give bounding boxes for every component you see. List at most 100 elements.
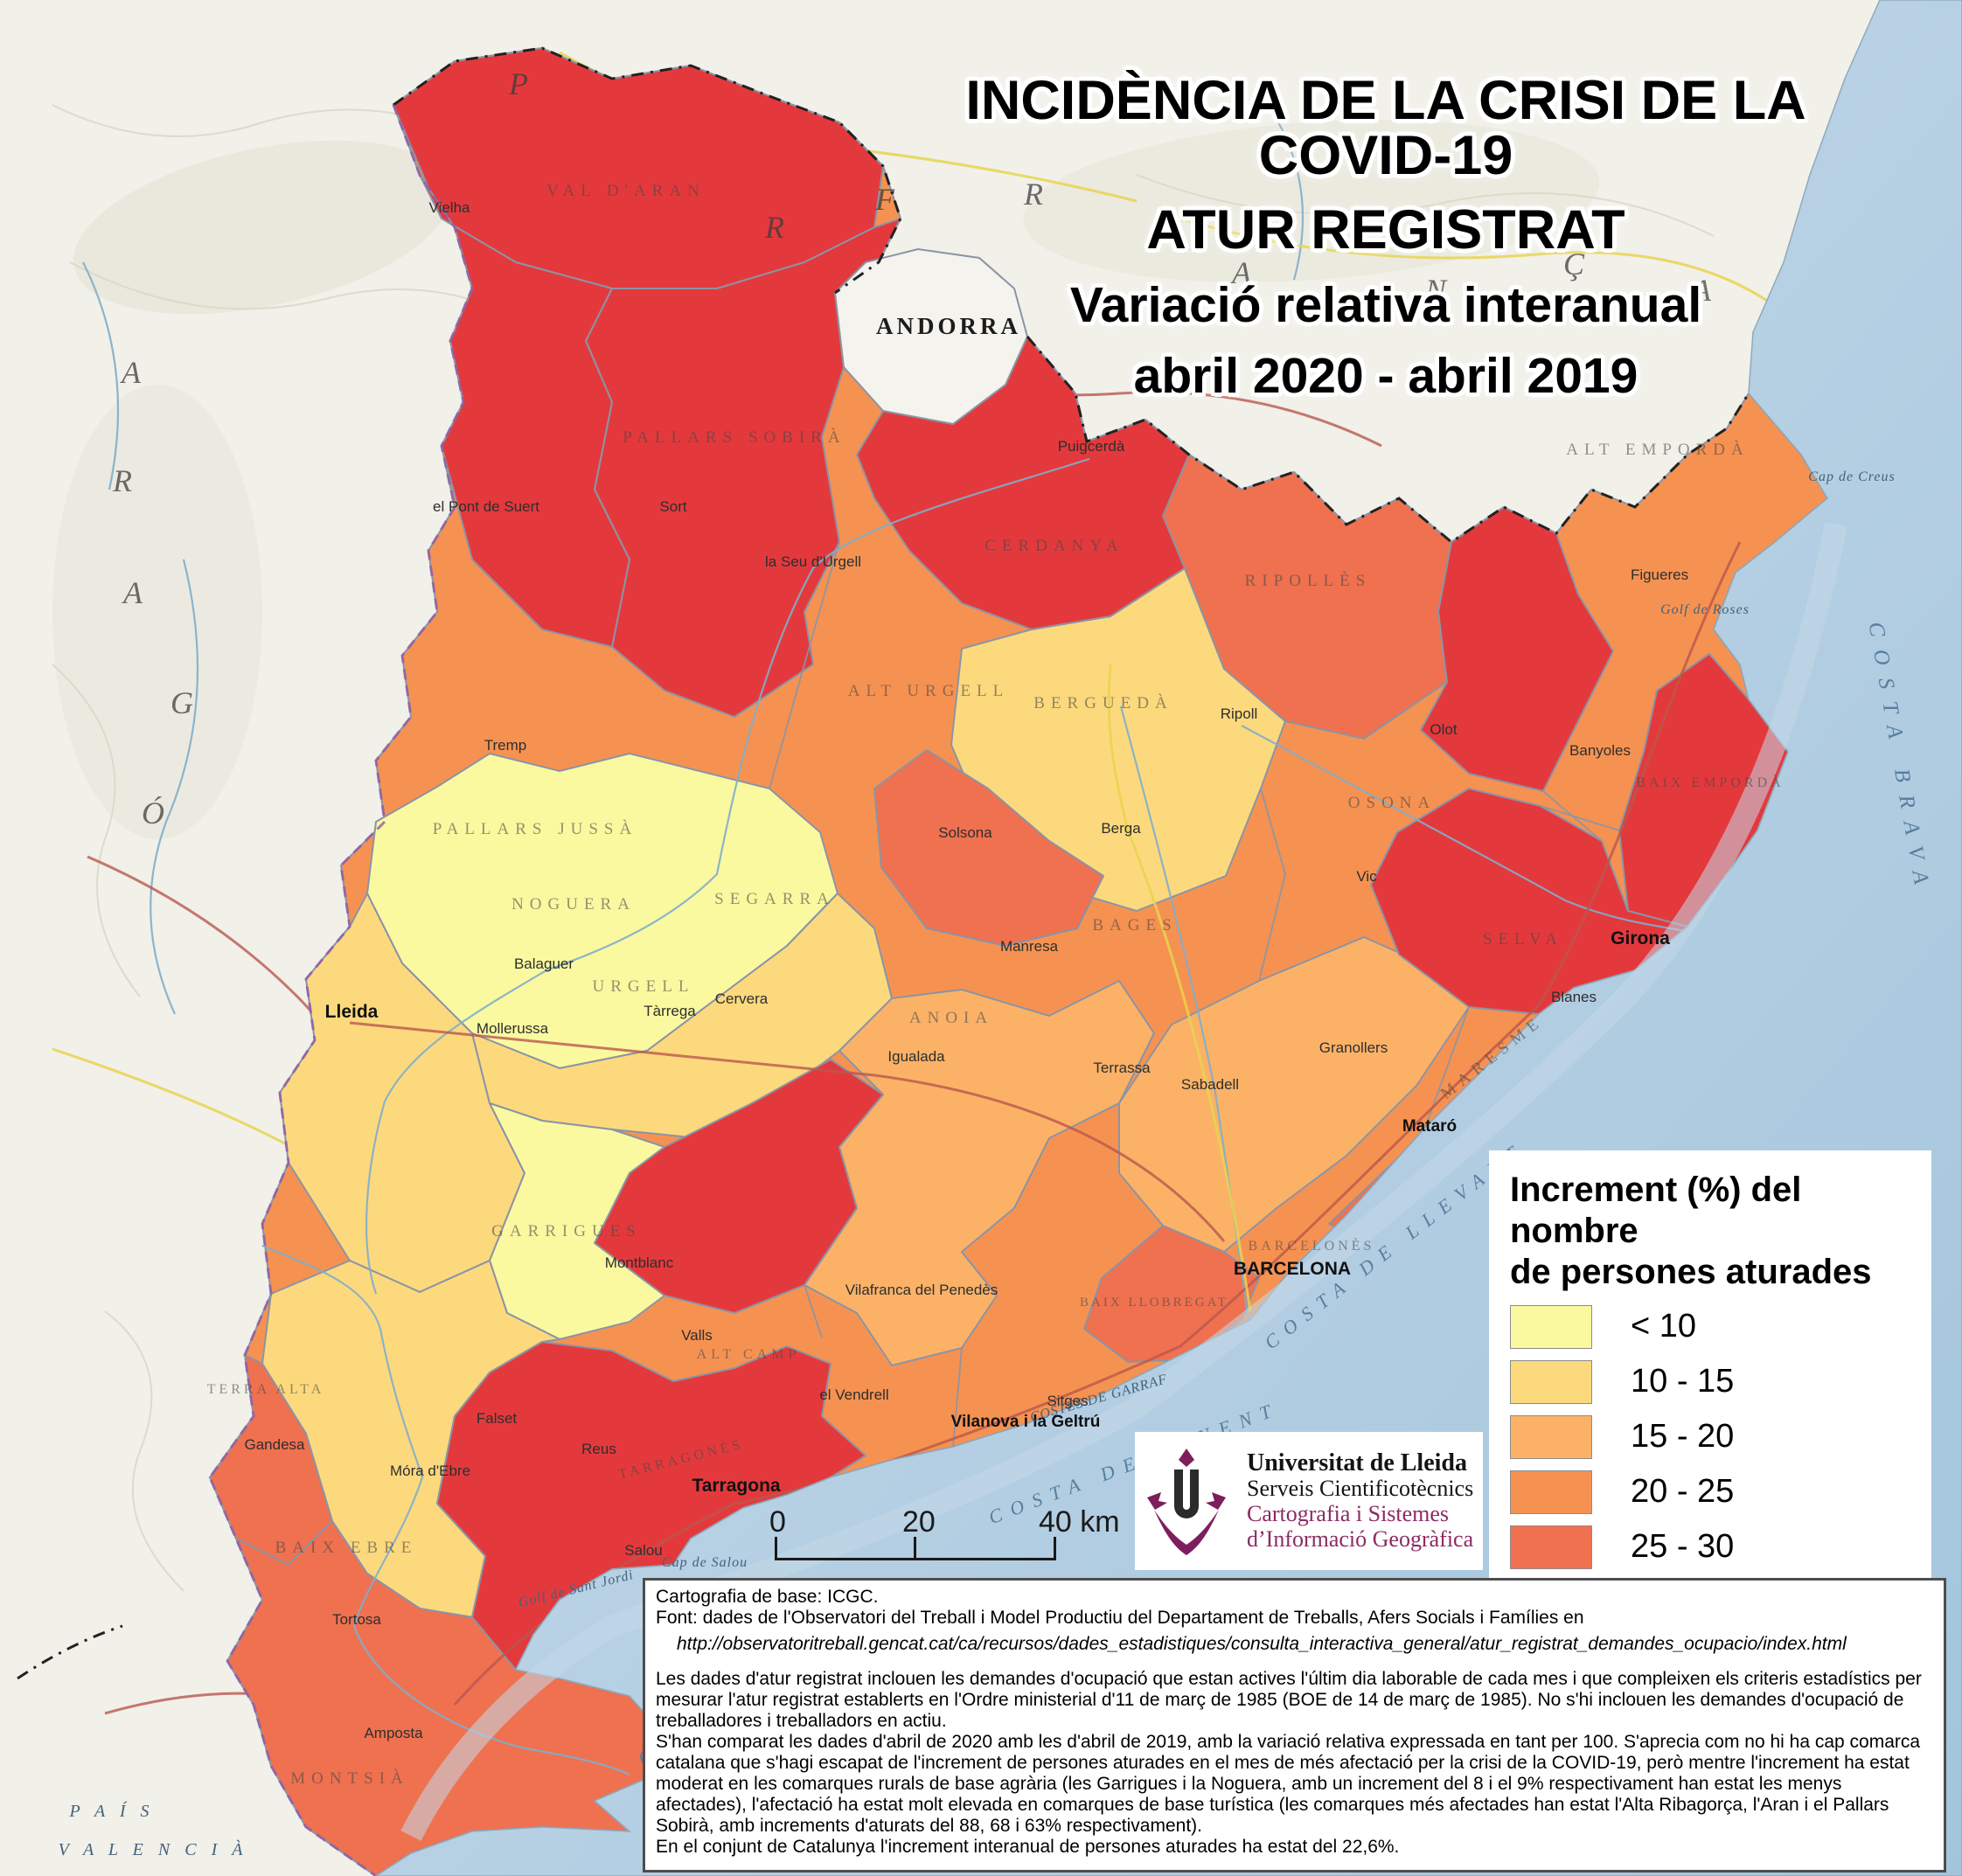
map-label: BERGUEDÀ bbox=[1033, 693, 1172, 712]
map-label: Tremp bbox=[484, 737, 527, 754]
map-label: Cervera bbox=[715, 990, 769, 1007]
scale-label-0: 0 bbox=[769, 1505, 786, 1539]
map-label: Tàrrega bbox=[644, 1003, 696, 1019]
credits-box: Universitat de Lleida Serveis Cientifico… bbox=[1135, 1432, 1483, 1570]
map-label: Amposta bbox=[364, 1725, 423, 1741]
map-label: Mollerussa bbox=[477, 1020, 549, 1037]
map-label: A bbox=[120, 355, 142, 390]
legend-item: 15 - 20 bbox=[1510, 1414, 1923, 1459]
legend-item: 10 - 15 bbox=[1510, 1359, 1923, 1404]
footer-paragraph-1: Les dades d'atur registrat inclouen les … bbox=[656, 1669, 1922, 1731]
legend-swatch bbox=[1510, 1304, 1592, 1349]
map-label: Montblanc bbox=[605, 1254, 674, 1271]
map-label: N bbox=[1424, 273, 1448, 308]
footer-notes: Cartografia de base: ICGC. Font: dades d… bbox=[643, 1578, 1946, 1873]
credits-unit-line-1: Cartografia i Sistemes bbox=[1247, 1501, 1450, 1526]
legend-item: 25 - 30 bbox=[1510, 1525, 1923, 1569]
map-label: Olot bbox=[1430, 721, 1457, 738]
map-label: Falset bbox=[477, 1410, 518, 1427]
map-label: R bbox=[1023, 177, 1043, 212]
sea-depth-contour bbox=[400, 522, 1847, 1841]
map-label: ALT CAMP bbox=[697, 1347, 801, 1362]
map-label: RIPOLLÈS bbox=[1245, 571, 1372, 590]
map-label: Salou bbox=[624, 1542, 662, 1559]
map-label: Berga bbox=[1101, 820, 1141, 837]
map-label: Tarragona bbox=[692, 1476, 780, 1496]
legend-swatch bbox=[1510, 1414, 1592, 1459]
map-label: Valls bbox=[681, 1327, 713, 1344]
map-label: BAIX EBRE bbox=[275, 1539, 418, 1557]
title-line-2: ATUR REGISTRAT bbox=[1146, 199, 1625, 261]
map-label: Balaguer bbox=[514, 955, 574, 972]
map-label: Cap de Creus bbox=[1808, 469, 1895, 484]
footer-paragraph-2: S'han comparat les dades d'abril de 2020… bbox=[656, 1732, 1921, 1836]
title-line-4: abril 2020 - abril 2019 bbox=[1133, 348, 1638, 404]
map-label: URGELL bbox=[593, 977, 695, 996]
comarca-border-lines bbox=[769, 541, 1620, 1448]
map-label: A bbox=[1230, 255, 1252, 290]
legend-swatch bbox=[1510, 1525, 1592, 1569]
map-label: Solsona bbox=[938, 824, 992, 841]
legend-item: < 10 bbox=[1510, 1304, 1923, 1349]
map-title: INCIDÈNCIA DE LA CRISI DE LA COVID-19 AT… bbox=[874, 73, 1897, 401]
map-label: Vielha bbox=[429, 199, 470, 216]
map-label: Banyoles bbox=[1569, 742, 1631, 759]
map-label: Igualada bbox=[887, 1048, 945, 1065]
map-label: R bbox=[112, 463, 132, 498]
scale-bar-line bbox=[775, 1537, 1056, 1560]
map-label: P bbox=[508, 66, 528, 101]
map-label: PALLARS SOBIRÀ bbox=[623, 427, 845, 447]
map-label: GARRIGUES bbox=[491, 1222, 642, 1240]
map-label: el Pont de Suert bbox=[433, 498, 539, 515]
map-label: OSONA bbox=[1348, 794, 1436, 812]
valencia-border-line bbox=[17, 1624, 123, 1680]
scale-label-20: 20 bbox=[902, 1505, 936, 1539]
map-label: Lleida bbox=[325, 1002, 379, 1022]
map-label: BAIX LLOBREGAT bbox=[1080, 1296, 1228, 1310]
scale-tick bbox=[775, 1537, 777, 1558]
map-label: CERDANYA bbox=[984, 537, 1124, 555]
map-label: Puigcerdà bbox=[1058, 438, 1125, 455]
footer-source-url: http://observatoritreball.gencat.cat/ca/… bbox=[677, 1634, 1847, 1654]
legend-class-label: 15 - 20 bbox=[1631, 1418, 1735, 1456]
map-label: F bbox=[874, 182, 895, 217]
map-label: Girona bbox=[1611, 928, 1670, 948]
scale-tick bbox=[1054, 1537, 1056, 1558]
rivers-and-roads bbox=[261, 457, 1742, 1775]
legend-title-line-2: de persones aturades bbox=[1510, 1253, 1872, 1292]
map-label: A bbox=[122, 575, 143, 610]
map-label: A bbox=[1690, 273, 1712, 308]
map-label: Mataró bbox=[1402, 1117, 1457, 1136]
map-label: MONTSIÀ bbox=[290, 1768, 409, 1788]
map-label: el Vendrell bbox=[819, 1386, 888, 1403]
map-label: NOGUERA bbox=[511, 895, 636, 914]
map-label: BARCELONA bbox=[1234, 1259, 1351, 1279]
map-label: ALT EMPORDÀ bbox=[1566, 440, 1750, 459]
map-label: Vilanova i la Geltrú bbox=[951, 1413, 1101, 1431]
title-line-1: INCIDÈNCIA DE LA CRISI DE LA COVID-19 bbox=[965, 70, 1806, 186]
map-label: Terrassa bbox=[1093, 1060, 1151, 1076]
scale-bar: 0 20 40 km bbox=[762, 1505, 1120, 1560]
legend-swatch bbox=[1510, 1359, 1592, 1404]
map-label: Ó bbox=[142, 796, 164, 830]
footer-paragraph-3: En el conjunt de Catalunya l'increment i… bbox=[656, 1837, 1400, 1857]
map-label: VAL D'ARAN bbox=[546, 182, 706, 200]
footer-cartography-source: Cartografia de base: ICGC. bbox=[656, 1587, 879, 1607]
map-label: Reus bbox=[581, 1441, 616, 1457]
scale-tick bbox=[914, 1537, 916, 1558]
map-label: Ripoll bbox=[1221, 705, 1258, 722]
region-alta-ribagorca bbox=[419, 174, 630, 648]
map-label: Ç bbox=[1563, 247, 1585, 281]
map-label: ANOIA bbox=[909, 1009, 993, 1027]
map-label: SELVA bbox=[1483, 930, 1563, 948]
map-label: R bbox=[764, 210, 784, 245]
map-label: P A Í S bbox=[68, 1801, 154, 1821]
map-label: Sabadell bbox=[1181, 1076, 1239, 1093]
credits-dept: Serveis Cientificotècnics bbox=[1247, 1476, 1474, 1501]
map-label: ALT URGELL bbox=[848, 682, 1010, 700]
map-label: G bbox=[170, 685, 193, 720]
legend-class-label: 25 - 30 bbox=[1631, 1528, 1735, 1566]
comarca-patches bbox=[209, 47, 1789, 1876]
map-label: Sort bbox=[659, 498, 686, 515]
